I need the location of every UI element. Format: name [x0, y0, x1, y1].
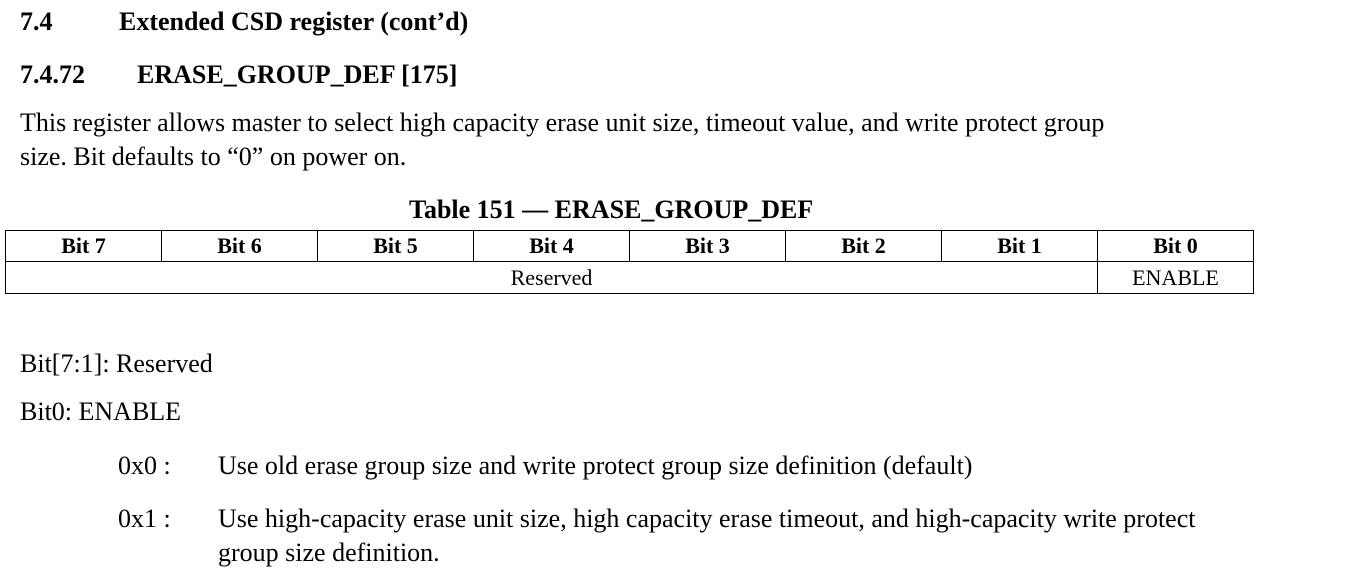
description-line-2: size. Bit defaults to “0” on power on. — [20, 142, 407, 171]
header-bit-2: Bit 2 — [785, 230, 942, 262]
header-bit-7: Bit 7 — [5, 230, 162, 262]
subsection-number: 7.4.72 — [20, 60, 85, 89]
value-0x1-code: 0x1 : — [118, 504, 171, 533]
header-bit-5: Bit 5 — [317, 230, 474, 262]
bit-0-description: Bit0: ENABLE — [20, 397, 182, 426]
value-0x1-description-line-2: group size definition. — [218, 538, 440, 567]
value-0x0-code: 0x0 : — [118, 451, 171, 480]
description-line-1: This register allows master to select hi… — [20, 108, 1105, 137]
value-0x1-description-line-1: Use high-capacity erase unit size, high … — [218, 504, 1196, 533]
header-bit-6: Bit 6 — [161, 230, 318, 262]
table-caption: Table 151 — ERASE_GROUP_DEF — [409, 195, 814, 224]
header-bit-1: Bit 1 — [941, 230, 1098, 262]
register-bit-table: Bit 7 Bit 6 Bit 5 Bit 4 Bit 3 Bit 2 Bit … — [5, 230, 1254, 294]
section-number: 7.4 — [20, 7, 53, 36]
table-row: Reserved ENABLE — [5, 261, 1254, 294]
bit-7-1-description: Bit[7:1]: Reserved — [20, 349, 213, 378]
cell-enable: ENABLE — [1097, 261, 1254, 294]
value-0x0-description: Use old erase group size and write prote… — [218, 451, 973, 480]
header-bit-4: Bit 4 — [473, 230, 630, 262]
header-bit-3: Bit 3 — [629, 230, 786, 262]
header-bit-0: Bit 0 — [1097, 230, 1254, 262]
table-header-row: Bit 7 Bit 6 Bit 5 Bit 4 Bit 3 Bit 2 Bit … — [5, 230, 1254, 262]
section-title: Extended CSD register (cont’d) — [119, 7, 469, 36]
subsection-title: ERASE_GROUP_DEF [175] — [137, 60, 458, 89]
cell-reserved: Reserved — [5, 261, 1098, 294]
